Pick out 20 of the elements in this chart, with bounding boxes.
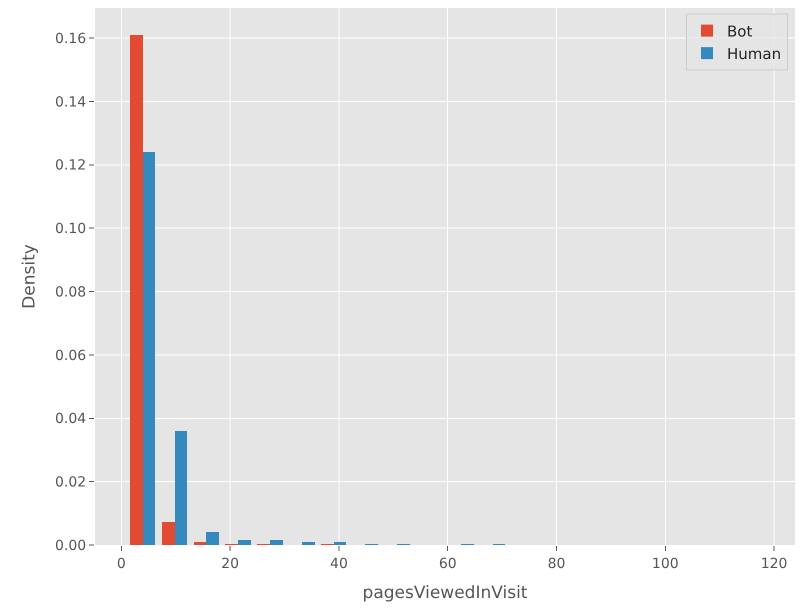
x-tick-label: 60 bbox=[438, 556, 457, 572]
y-tick-label: 0.02 bbox=[55, 474, 86, 491]
x-tick-label: 120 bbox=[760, 556, 788, 572]
y-tick-label: 0.16 bbox=[55, 31, 86, 47]
y-axis-title: Density bbox=[20, 244, 40, 309]
legend-label: Bot bbox=[727, 22, 752, 40]
x-tick-label: 100 bbox=[652, 556, 679, 572]
y-tick-label: 0.08 bbox=[55, 284, 86, 300]
x-tick-label: 40 bbox=[330, 556, 348, 572]
y-tick-label: 0.12 bbox=[55, 158, 86, 174]
x-tick-label: 20 bbox=[221, 556, 240, 572]
x-tick-label: 0 bbox=[116, 556, 126, 572]
x-tick-label: 80 bbox=[548, 556, 566, 572]
y-tick-label: 0.14 bbox=[55, 94, 86, 110]
y-tick-label: 0.00 bbox=[55, 538, 86, 554]
legend-label: Human bbox=[727, 44, 782, 63]
y-tick-label: 0.10 bbox=[55, 221, 86, 238]
y-tick-label: 0.06 bbox=[55, 348, 86, 364]
x-axis-title: pagesViewedInVisit bbox=[362, 583, 528, 604]
y-tick-label: 0.04 bbox=[55, 411, 86, 428]
